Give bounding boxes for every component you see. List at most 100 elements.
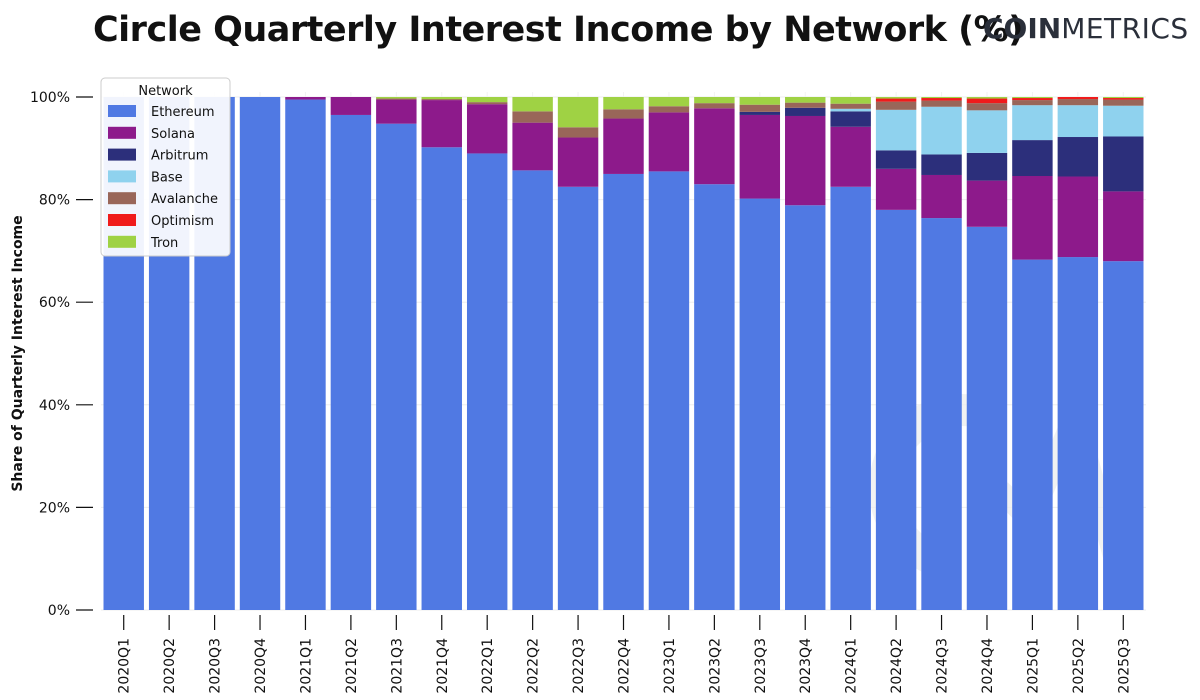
bar-segment-ethereum	[1103, 261, 1144, 610]
bar-segment-optimism	[1012, 98, 1053, 101]
bar-segment-avalanche	[1103, 99, 1144, 106]
x-tick-label: 2021Q2	[344, 638, 360, 694]
bar-segment-avalanche	[557, 127, 599, 138]
bar-segment-base	[830, 108, 871, 112]
bar-segment-avalanche	[1012, 100, 1053, 106]
bar-segment-arbitrum	[830, 111, 871, 127]
bar-segment-solana	[648, 112, 690, 172]
bar-segment-solana	[785, 115, 826, 206]
bar-segment-tron	[1103, 97, 1144, 99]
bar-segment-avalanche	[830, 103, 871, 109]
bar-segment-tron	[739, 97, 781, 105]
x-tick-label: 2024Q2	[889, 638, 905, 694]
bar-segment-avalanche	[421, 99, 462, 101]
x-tick-label: 2021Q4	[435, 638, 451, 694]
bar-segment-ethereum	[557, 186, 599, 610]
bar-segment-optimism	[1057, 97, 1099, 100]
bar-segment-ethereum	[239, 97, 281, 610]
bar-segment-base	[875, 109, 917, 151]
bar-segment-solana	[739, 114, 781, 199]
x-tick-label: 2022Q1	[480, 638, 496, 694]
bar-segment-avalanche	[921, 100, 962, 107]
x-tick-label: 2025Q3	[1116, 638, 1132, 694]
x-tick-label: 2023Q1	[662, 638, 678, 694]
axes: 0% 20% 40% 60% 80% 100% 2020Q1 2020Q2 2020Q3 2020…	[10, 90, 1132, 694]
bar-segment-ethereum	[330, 114, 372, 610]
y-tick-label: 20%	[39, 500, 70, 516]
x-tick-label: 2023Q4	[798, 638, 814, 694]
bar-segment-ethereum	[694, 184, 735, 610]
x-tick-label: 2021Q3	[389, 638, 405, 694]
bar-segment-ethereum	[966, 226, 1008, 610]
x-tick-label: 2024Q4	[980, 638, 996, 694]
bars	[103, 97, 1144, 611]
bar-segment-ethereum	[648, 171, 690, 610]
legend-swatch-base	[108, 170, 136, 183]
legend-label-ethereum: Ethereum	[151, 105, 215, 120]
logo-bold-text: COIN	[983, 12, 1062, 45]
x-tick-label: 2025Q1	[1025, 638, 1041, 694]
bar-segment-ethereum	[421, 147, 462, 611]
legend-swatch-solana	[108, 126, 136, 139]
logo-light-text: METRICS	[1061, 12, 1189, 45]
legend: Network Ethereum Solana Arbitrum Base Avalanc…	[100, 77, 231, 257]
bar-segment-arbitrum	[1057, 137, 1099, 177]
bar-segment-base	[1012, 105, 1053, 141]
bar-segment-solana	[1103, 191, 1144, 262]
legend-swatch-avalanche	[108, 192, 136, 205]
bar-segment-solana	[285, 97, 326, 100]
y-axis-label: Share of Quarterly Interest Income	[10, 215, 26, 491]
bar-segment-ethereum	[739, 198, 781, 610]
bar-segment-arbitrum	[739, 111, 781, 115]
bar-segment-ethereum	[285, 99, 326, 610]
bar-segment-ethereum	[921, 218, 962, 610]
bar-segment-avalanche	[694, 103, 735, 109]
legend-title: Network	[138, 84, 193, 99]
bar-segment-avalanche	[785, 102, 826, 108]
legend-box	[100, 77, 231, 257]
bar-segment-ethereum	[875, 209, 917, 611]
x-tick-label: 2022Q4	[617, 638, 633, 694]
bar-segment-arbitrum	[1012, 140, 1053, 177]
bar-segment-tron	[603, 97, 644, 110]
bar-segment-solana	[330, 97, 372, 115]
bar-segment-tron	[466, 97, 508, 103]
bar-segment-ethereum	[466, 153, 508, 610]
bar-segment-tron	[557, 97, 599, 128]
bar-segment-avalanche	[1057, 99, 1099, 106]
y-tick-label: 60%	[39, 295, 70, 311]
x-tick-label: 2022Q2	[526, 638, 542, 694]
legend-label-avalanche: Avalanche	[151, 192, 218, 207]
bar-segment-solana	[376, 99, 417, 124]
bar-segment-tron	[966, 97, 1008, 99]
bar-segment-optimism	[1103, 98, 1144, 100]
x-tick-label: 2025Q2	[1071, 638, 1087, 694]
bar-segment-ethereum	[830, 186, 871, 610]
bar-segment-avalanche	[875, 101, 917, 110]
x-tick-label: 2024Q3	[935, 638, 951, 694]
x-tick-label: 2023Q2	[707, 638, 723, 694]
bar-segment-tron	[830, 97, 871, 104]
bar-segment-tron	[785, 97, 826, 103]
legend-swatch-ethereum	[108, 105, 136, 117]
legend-swatch-tron	[108, 235, 136, 248]
bar-segment-avalanche	[648, 106, 690, 113]
bar-segment-avalanche	[376, 98, 417, 100]
bar-segment-avalanche	[466, 102, 508, 105]
bar-segment-solana	[466, 104, 508, 154]
x-tick-label: 2020Q4	[253, 638, 269, 694]
bar-segment-solana	[694, 108, 735, 185]
bar-segment-arbitrum	[921, 154, 962, 175]
x-tick-label: 2023Q3	[753, 638, 769, 694]
bar-segment-optimism	[966, 98, 1008, 104]
y-tick-label: 40%	[39, 398, 70, 414]
bar-segment-tron	[648, 97, 690, 107]
legend-label-solana: Solana	[151, 127, 195, 142]
bar-segment-ethereum	[1057, 257, 1099, 610]
bar-segment-solana	[875, 168, 917, 210]
y-tick-label: 100%	[30, 90, 70, 106]
bar-segment-ethereum	[376, 123, 417, 611]
bar-segment-solana	[966, 180, 1008, 227]
bar-segment-ethereum	[785, 205, 826, 611]
x-tick-label: 2022Q3	[571, 638, 587, 694]
